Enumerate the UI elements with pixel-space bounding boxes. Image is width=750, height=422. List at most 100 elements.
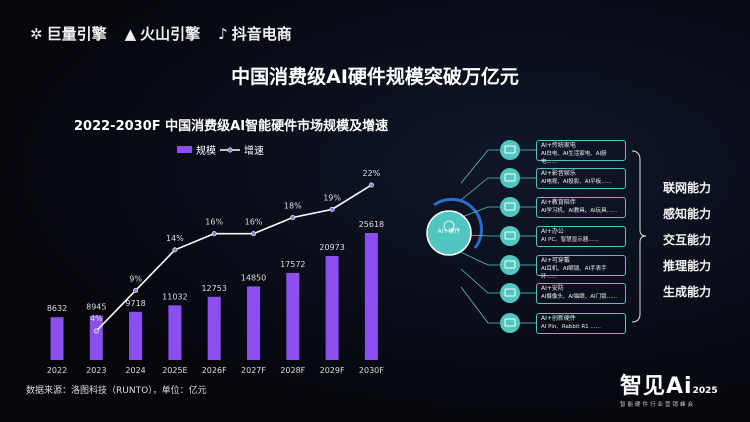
capability-label: 推理能力 <box>663 259 712 273</box>
connector-line <box>460 268 500 294</box>
partner-logos: ✲ 巨量引擎 ▲ 火山引擎 ♪ 抖音电商 <box>30 23 292 44</box>
category-box: AI+教育陪伴 AI学习机、AI教具、AI玩具...... <box>536 197 626 218</box>
bar-value-label: 17572 <box>280 260 305 269</box>
x-tick-label: 2025E <box>162 366 187 375</box>
line-point <box>211 231 217 237</box>
capability-label: 联网能力 <box>663 181 712 195</box>
line-value-label: 19% <box>323 193 341 202</box>
connector-line <box>460 251 500 266</box>
volcengine-logo: ▲ 火山引擎 <box>124 24 201 44</box>
bar-value-label: 12753 <box>201 284 226 293</box>
line-point <box>329 206 335 212</box>
center-ring-arc <box>433 197 483 249</box>
category-box: AI+可穿戴 AI耳机、AI眼镜、AI手表手环...... <box>536 255 626 280</box>
bar <box>247 286 260 360</box>
line-point <box>93 328 99 334</box>
chart-legend: 规模 增速 <box>177 142 264 157</box>
category-title: AI+办公 <box>541 228 564 235</box>
category-box: AI+影音娱乐 AI电视、AI投影、AI平板...... <box>536 168 626 189</box>
icon-glyph <box>504 145 516 154</box>
category-title: AI+创新硬件 <box>541 315 576 322</box>
category-desc: AI白电、AI生活家电、AI厨电...... <box>541 151 607 165</box>
category-title: AI+可穿戴 <box>541 257 570 264</box>
x-tick-label: 2028F <box>280 366 305 375</box>
douyin-ecommerce-logo: ♪ 抖音电商 <box>218 24 292 44</box>
x-tick-label: 2026F <box>202 366 227 375</box>
line-point <box>133 287 139 293</box>
icon-glyph <box>504 173 516 182</box>
icon-glyph <box>504 318 516 327</box>
person-icon <box>500 197 520 217</box>
category-desc: AI PC、智慧显示器...... <box>541 237 599 243</box>
category-box: AI+安防 AI摄像头、AI猫眼、AI门锁...... <box>536 283 626 304</box>
capability-label: 感知能力 <box>663 207 712 221</box>
camera-icon <box>500 283 520 303</box>
category-box: AI+办公 AI PC、智慧显示器...... <box>536 226 626 247</box>
line-value-label: 9% <box>129 274 142 283</box>
category-desc: AI Pin、Rabbit R1 ...... <box>541 324 601 330</box>
video-play-icon <box>500 168 520 188</box>
bar <box>325 256 339 360</box>
center-circle <box>426 210 472 256</box>
x-tick-label: 2029F <box>320 366 345 375</box>
bar-value-label: 25618 <box>359 220 384 229</box>
bar-value-label: 11032 <box>162 292 187 301</box>
appliance-icon <box>500 140 520 160</box>
bar <box>168 305 182 360</box>
x-tick-label: 2023 <box>86 366 106 375</box>
x-tick-label: 2022 <box>47 366 67 375</box>
oceanengine-icon: ✲ <box>30 24 43 43</box>
icon-glyph <box>504 260 516 269</box>
x-tick-label: 2030F <box>359 366 384 375</box>
icon-glyph <box>504 202 516 211</box>
category-box: AI+传统家电 AI白电、AI生活家电、AI厨电...... <box>536 140 626 165</box>
ai-head-icon <box>443 220 455 232</box>
category-desc: AI摄像头、AI猫眼、AI门锁...... <box>541 294 618 300</box>
bar-line-chart: 8632 2022 8945 2023 9718 2024 11032 2025E 12753 2… <box>47 169 384 375</box>
bar-value-label: 20973 <box>319 243 344 252</box>
data-source: 数据来源：洛图科技（RUNTO），单位：亿元 <box>26 386 207 396</box>
line-point <box>290 214 296 220</box>
category-desc: AI耳机、AI眼镜、AI手表手环...... <box>541 266 607 280</box>
legend-line-swatch <box>220 146 240 153</box>
mountain-icon: ▲ <box>124 24 137 43</box>
chart-title: 2022-2030F 中国消费级AI智能硬件市场规模及增速 <box>74 119 389 134</box>
brand-logo: 智见Ai2025 智能硬件行业营销峰会 <box>620 374 718 408</box>
icon-glyph <box>504 288 516 297</box>
line-value-label: 14% <box>166 234 184 243</box>
capability-label: 生成能力 <box>663 285 712 299</box>
douyin-icon: ♪ <box>218 24 228 43</box>
line-value-label: 18% <box>284 201 302 210</box>
line-point <box>172 247 178 253</box>
x-tick-label: 2027F <box>241 366 266 375</box>
line-point <box>251 231 257 237</box>
bar-value-label: 14850 <box>241 273 266 282</box>
monitor-icon <box>500 226 520 246</box>
line-value-label: 16% <box>245 218 263 227</box>
bar-value-label: 8632 <box>47 304 67 313</box>
connector-line <box>460 177 500 201</box>
bracket <box>631 150 647 323</box>
connector-line <box>460 286 500 324</box>
category-title: AI+安防 <box>541 285 564 292</box>
category-title: AI+传统家电 <box>541 142 576 149</box>
legend-label-bar: 规模 <box>196 146 216 157</box>
category-title: AI+教育陪伴 <box>541 199 576 206</box>
center-label: AI+硬件 <box>437 228 461 235</box>
legend-bar-swatch <box>177 146 192 153</box>
legend-label-line: 增速 <box>244 146 264 157</box>
line-point <box>368 182 374 188</box>
category-box: AI+创新硬件 AI Pin、Rabbit R1 ...... <box>536 313 626 334</box>
bar <box>207 296 221 360</box>
bar <box>286 272 300 360</box>
headphones-icon <box>500 255 520 275</box>
icon-glyph <box>504 231 516 240</box>
category-title: AI+影音娱乐 <box>541 170 576 177</box>
capability-label: 交互能力 <box>663 233 712 247</box>
line-value-label: 16% <box>205 218 223 227</box>
category-desc: AI学习机、AI教具、AI玩具...... <box>541 208 618 214</box>
line-value-label: 22% <box>363 169 381 178</box>
oceanengine-logo: ✲ 巨量引擎 <box>30 24 107 44</box>
bar <box>129 311 143 360</box>
